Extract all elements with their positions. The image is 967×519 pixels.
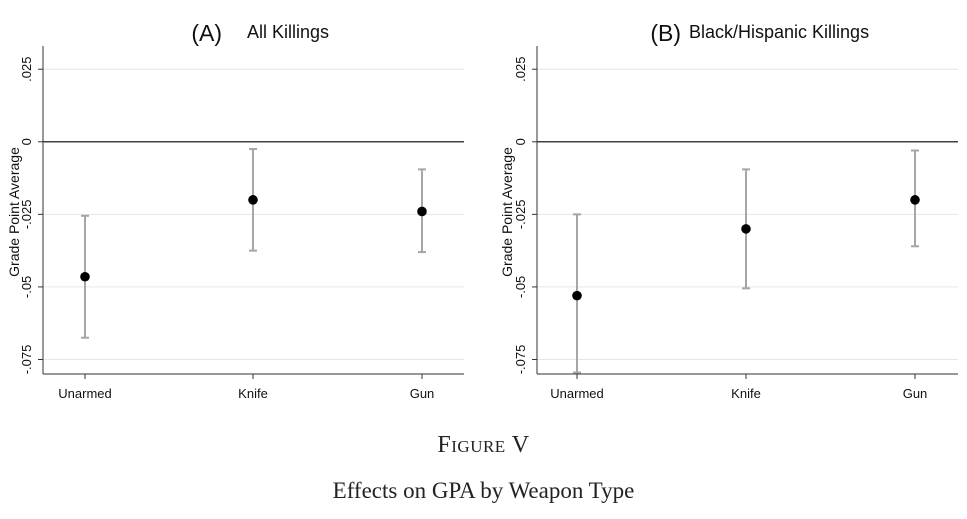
panel-a-y-tick-label: -.05 bbox=[19, 276, 34, 298]
panel-a: (A) All Killings Grade Point Average .02… bbox=[6, 20, 464, 401]
panel-a-y-tick-label: 0 bbox=[19, 138, 34, 145]
panel-b-axes bbox=[536, 46, 958, 375]
panel-a-y-tick-label: -.075 bbox=[19, 345, 34, 375]
panel-b-error-bars bbox=[573, 149, 919, 374]
panel-b-x-tick-label: Gun bbox=[903, 386, 928, 401]
panel-a-title: All Killings bbox=[247, 22, 329, 42]
panel-a-y-axis-label: Grade Point Average bbox=[6, 147, 22, 277]
panel-b-y-axis-label: Grade Point Average bbox=[499, 147, 515, 277]
panel-a-point bbox=[417, 206, 427, 217]
panel-b-point bbox=[741, 224, 751, 234]
panel-a-x-tick-label: Unarmed bbox=[58, 386, 111, 401]
panel-a-y-tick-label: -.025 bbox=[19, 200, 34, 230]
figure-caption: Effects on GPA by Weapon Type bbox=[332, 478, 635, 503]
panel-b-y-tick-label: 0 bbox=[513, 138, 528, 145]
panel-a-y-tick-label: .025 bbox=[19, 57, 34, 82]
panel-a-point bbox=[248, 195, 258, 205]
panel-b-point bbox=[572, 290, 582, 301]
panel-a-error-bars bbox=[81, 148, 426, 339]
panel-a-x-tick-label: Gun bbox=[410, 386, 435, 401]
panel-b-x-tick-label: Unarmed bbox=[550, 386, 603, 401]
panel-b-tag: (B) bbox=[650, 20, 681, 46]
panel-b-y-tick-label: -.075 bbox=[513, 345, 528, 375]
panel-b-y-tick-label: -.05 bbox=[513, 276, 528, 298]
panel-b-points bbox=[572, 195, 920, 301]
panel-b-y-ticks: .025 0 -.025 -.05 -.075 bbox=[513, 57, 537, 375]
panel-a-tag: (A) bbox=[191, 20, 222, 46]
panel-b: (B) Black/Hispanic Killings Grade Point … bbox=[499, 20, 958, 401]
panel-b-point bbox=[910, 195, 920, 205]
panel-a-points bbox=[80, 195, 427, 282]
figure-panels: (A) All Killings Grade Point Average .02… bbox=[6, 20, 958, 401]
panel-a-x-tick-label: Knife bbox=[238, 386, 268, 401]
panel-b-y-tick-label: .025 bbox=[513, 57, 528, 82]
panel-b-y-tick-label: -.025 bbox=[513, 200, 528, 230]
panel-b-title: Black/Hispanic Killings bbox=[689, 22, 869, 42]
panel-b-gridlines bbox=[537, 68, 958, 360]
figure-label: Figure V bbox=[437, 432, 530, 458]
panel-a-y-ticks: .025 0 -.025 -.05 -.075 bbox=[19, 57, 43, 375]
panel-b-x-ticks: Unarmed Knife Gun bbox=[550, 374, 927, 401]
panel-a-x-ticks: Unarmed Knife Gun bbox=[58, 374, 434, 401]
panel-b-x-tick-label: Knife bbox=[731, 386, 761, 401]
panel-a-point bbox=[80, 271, 90, 282]
